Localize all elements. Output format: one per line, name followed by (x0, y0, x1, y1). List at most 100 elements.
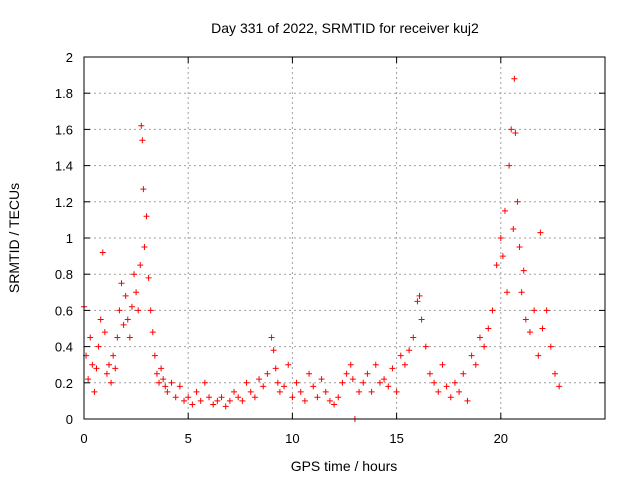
data-point (176, 383, 183, 390)
data-point (274, 379, 281, 386)
data-point (141, 244, 148, 251)
data-point (135, 307, 142, 314)
data-point (193, 388, 200, 395)
data-point (381, 376, 388, 383)
y-tick-label: 0.2 (55, 376, 73, 391)
data-point (301, 397, 308, 404)
y-tick-label: 0.6 (55, 303, 73, 318)
data-point (162, 383, 169, 390)
data-point (331, 401, 338, 408)
chart-title: Day 331 of 2022, SRMTID for receiver kuj… (211, 20, 479, 36)
data-point (95, 343, 102, 350)
data-point (510, 225, 517, 232)
x-tick-label: 20 (494, 431, 508, 446)
data-point (239, 397, 246, 404)
data-point (343, 370, 350, 377)
y-tick-label: 1.4 (55, 159, 73, 174)
data-point (439, 361, 446, 368)
data-point (89, 361, 96, 368)
data-point (422, 343, 429, 350)
data-point (231, 388, 238, 395)
data-point (151, 352, 158, 359)
data-point (385, 383, 392, 390)
data-point (197, 397, 204, 404)
data-point (126, 334, 133, 341)
data-point (110, 352, 117, 359)
data-point (143, 213, 150, 220)
data-point (443, 383, 450, 390)
data-point (511, 75, 518, 82)
data-point (397, 352, 404, 359)
data-point (499, 253, 506, 260)
data-point (318, 376, 325, 383)
y-axis-title: SRMTID / TECUs (6, 183, 22, 293)
data-point (85, 376, 92, 383)
data-point (218, 394, 225, 401)
data-point (116, 307, 123, 314)
data-point (251, 394, 258, 401)
data-point (401, 361, 408, 368)
data-point (537, 229, 544, 236)
data-point (501, 207, 508, 214)
data-point (235, 394, 242, 401)
data-point (264, 370, 271, 377)
data-point (256, 376, 263, 383)
data-point (206, 394, 213, 401)
data-point (260, 383, 267, 390)
data-point (497, 235, 504, 241)
data-point (118, 280, 125, 287)
data-point (535, 352, 542, 359)
data-point (138, 122, 145, 129)
data-point (201, 379, 208, 386)
data-point (172, 394, 179, 401)
data-point (268, 334, 275, 341)
data-point (516, 244, 523, 251)
x-tick-label: 5 (185, 431, 192, 446)
x-tick-label: 10 (285, 431, 299, 446)
data-point (310, 383, 317, 390)
data-point (372, 361, 379, 368)
data-point (124, 316, 131, 323)
data-point (431, 379, 438, 386)
data-point (214, 397, 221, 404)
data-point (414, 298, 421, 305)
y-tick-label: 1.6 (55, 122, 73, 137)
y-tick-label: 2 (66, 50, 73, 65)
data-point (322, 388, 329, 395)
data-point (145, 274, 152, 281)
x-axis-title: GPS time / hours (291, 458, 398, 474)
data-point (131, 271, 138, 278)
data-point (226, 397, 233, 404)
y-tick-label: 0 (66, 412, 73, 427)
data-point (347, 361, 354, 368)
data-point (243, 379, 250, 386)
data-point (122, 292, 129, 299)
data-point (314, 394, 321, 401)
data-point (460, 370, 467, 377)
data-point (556, 383, 563, 390)
data-point (451, 379, 458, 386)
data-point (99, 249, 106, 256)
data-point (147, 307, 154, 314)
data-point (410, 334, 417, 341)
data-point (168, 379, 175, 386)
data-point (272, 365, 279, 372)
data-point (489, 307, 496, 314)
data-point (103, 370, 110, 377)
data-point (360, 379, 367, 386)
data-point (93, 365, 100, 372)
data-point (504, 289, 511, 296)
data-point (481, 343, 488, 350)
data-points (81, 75, 563, 422)
data-point (518, 289, 525, 296)
data-point (406, 347, 413, 354)
data-point (508, 126, 515, 133)
data-point (472, 361, 479, 368)
data-point (289, 394, 296, 401)
data-point (149, 329, 156, 336)
data-point (514, 198, 521, 205)
data-point (522, 316, 529, 323)
y-tick-label: 1.2 (55, 195, 73, 210)
data-point (456, 388, 463, 395)
